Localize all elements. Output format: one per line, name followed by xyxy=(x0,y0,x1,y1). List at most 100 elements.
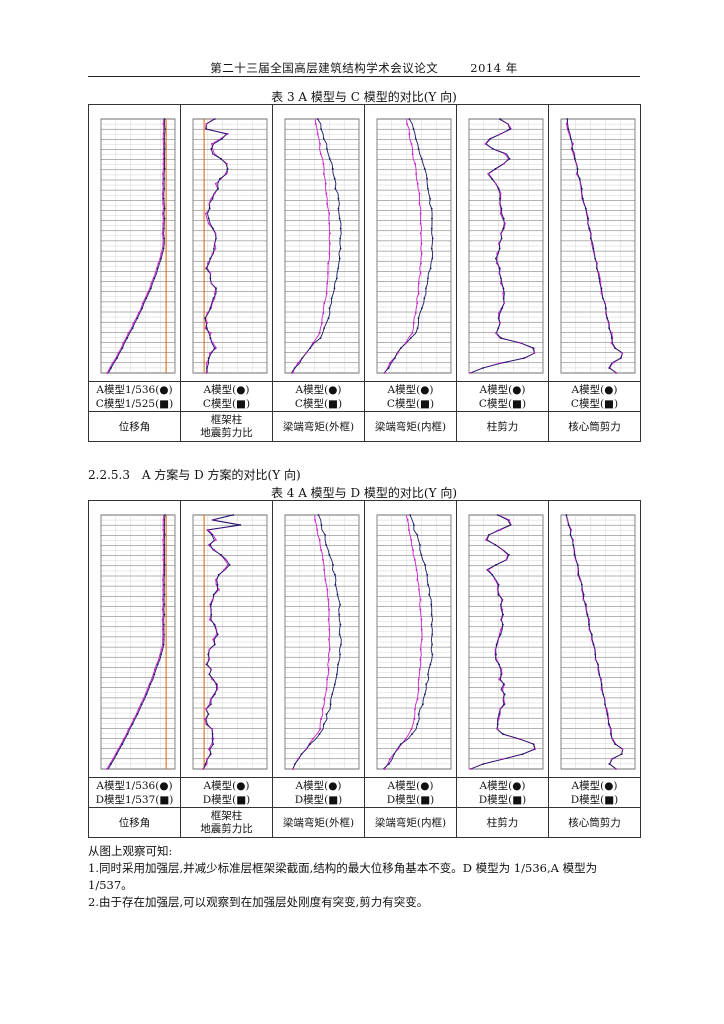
series-a-point xyxy=(162,643,165,646)
series-b-point xyxy=(495,332,497,334)
series-a-point xyxy=(207,653,210,656)
series-a-point xyxy=(328,553,331,556)
series-a-point xyxy=(497,583,500,586)
series-a-point xyxy=(500,337,503,339)
series-a-point xyxy=(333,287,336,290)
series-a-point xyxy=(497,317,500,320)
series-a-point xyxy=(205,327,208,330)
series-b-point xyxy=(209,352,211,354)
series-a-point xyxy=(209,277,212,280)
series-a-point xyxy=(582,593,585,596)
series-a-point xyxy=(509,128,511,130)
series-a-point xyxy=(209,753,212,755)
series-b-point xyxy=(325,192,328,195)
series-a-point xyxy=(309,347,312,349)
series-b-point xyxy=(162,222,164,225)
series-b-point xyxy=(208,748,210,750)
series-b-point xyxy=(132,718,135,720)
series-b-point xyxy=(322,163,325,165)
series-a-point xyxy=(571,148,574,150)
series-a-point xyxy=(592,247,595,250)
series-b-point xyxy=(142,698,145,701)
series-b-point xyxy=(504,153,506,155)
series-a-point xyxy=(163,633,165,636)
series-b-point xyxy=(588,618,590,621)
series-b-point xyxy=(216,688,219,691)
series-b-point xyxy=(206,758,208,760)
series-b-point xyxy=(594,648,596,651)
series-b-point xyxy=(582,598,585,601)
series-b-point xyxy=(420,232,422,235)
name-line-1: 框架柱 xyxy=(210,809,243,822)
series-b-point xyxy=(205,708,207,710)
series-a-point xyxy=(565,514,568,516)
series-a-point xyxy=(163,573,166,576)
series-b-point xyxy=(419,212,422,215)
series-b-point xyxy=(127,332,130,334)
series-b-point xyxy=(327,598,330,601)
series-a-point xyxy=(588,227,590,230)
series-a-point xyxy=(163,177,166,180)
series-a-point xyxy=(424,693,426,696)
series-a-point xyxy=(502,683,505,686)
series-b-point xyxy=(591,638,593,641)
series-a-point xyxy=(205,267,207,270)
legend-a: A模型(●) xyxy=(295,779,342,792)
series-a-point xyxy=(232,514,235,516)
series-b-point xyxy=(500,282,502,285)
section-number: 2.2.5.3 xyxy=(88,468,130,482)
series-b-point xyxy=(497,638,500,641)
series-b-point xyxy=(214,232,217,235)
series-b-point xyxy=(323,302,325,305)
table3-panel-drift xyxy=(88,104,181,382)
series-b-point xyxy=(207,529,210,531)
table3-legend-3: A模型(●) C模型(■) xyxy=(364,381,457,412)
series-a-point xyxy=(608,327,611,330)
series-b-point xyxy=(498,242,500,245)
series-a-point xyxy=(121,347,124,349)
legend-b: D模型(■) xyxy=(570,793,619,806)
series-a-point xyxy=(163,593,166,596)
series-a-point xyxy=(318,733,321,735)
series-a-point xyxy=(608,367,611,369)
series-b-point xyxy=(323,173,325,175)
series-a-point xyxy=(214,643,216,646)
series-b-point xyxy=(162,242,164,245)
series-a-point xyxy=(498,663,500,666)
table3-chart-core-shear xyxy=(560,118,636,374)
series-b-point xyxy=(321,322,323,324)
series-b-line xyxy=(292,514,331,770)
series-b-point xyxy=(312,342,314,344)
series-b-point xyxy=(311,738,314,740)
series-b-point xyxy=(209,332,212,334)
series-a-point xyxy=(333,683,336,686)
series-a-point xyxy=(212,227,214,230)
series-b-point xyxy=(419,608,422,611)
series-a-point xyxy=(413,524,415,526)
series-b-point xyxy=(208,618,211,621)
series-a-point xyxy=(163,553,166,556)
series-a-line xyxy=(291,118,342,374)
series-b-point xyxy=(606,708,608,710)
series-a-point xyxy=(532,347,535,349)
table4-name-0: 位移角 xyxy=(88,807,181,838)
series-b-point xyxy=(503,163,505,165)
series-a-point xyxy=(163,217,166,220)
series-a-point xyxy=(592,643,595,646)
series-b-point xyxy=(414,559,416,561)
series-b-point xyxy=(417,678,420,681)
series-b-point xyxy=(141,302,144,305)
series-a-point xyxy=(216,583,219,586)
series-a-point xyxy=(606,713,609,716)
series-a-point xyxy=(337,267,340,270)
series-a-point xyxy=(338,257,341,260)
series-b-point xyxy=(599,282,602,285)
series-a-point xyxy=(503,693,506,696)
series-b-point xyxy=(597,668,599,671)
series-a-point xyxy=(502,297,505,300)
series-a-point xyxy=(499,118,501,120)
series-b-point xyxy=(414,163,416,165)
series-a-point xyxy=(523,357,525,359)
series-a-point xyxy=(508,157,511,160)
series-b-point xyxy=(211,598,214,601)
